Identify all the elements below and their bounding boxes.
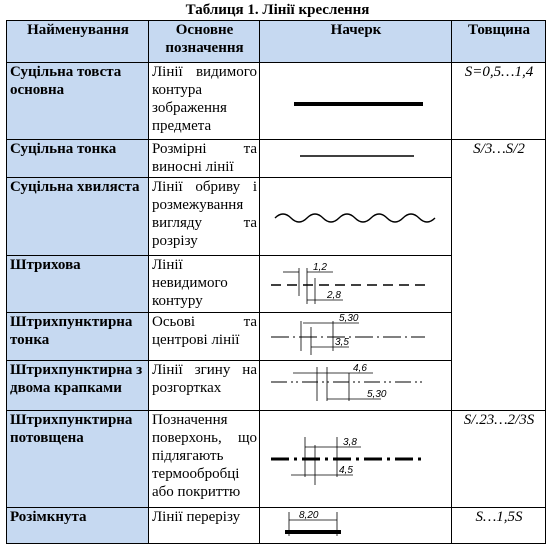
sample-open: 8,20	[259, 507, 452, 544]
sample-dashdot-thin: 5,30 3,5	[259, 312, 452, 361]
thickness-thickened: S/.23…2/3S	[451, 410, 546, 508]
row-name: Суцільна товста основна	[6, 62, 149, 140]
thickness-main: S=0,5…1,4	[451, 62, 546, 140]
dim-label: 1,2	[313, 262, 327, 273]
table-row: Штрихпунктирна тонка Осьові та центрові …	[6, 312, 546, 361]
open-line-drawing: 8,20	[285, 510, 341, 536]
header-name: Найменування	[6, 20, 149, 63]
dim-label: 3,8	[343, 437, 357, 448]
row-purpose: Лінії згину на розгортках	[148, 360, 260, 411]
sample-dashdot-thick: 3,8 4,5	[259, 410, 452, 508]
thickness-open: S…1,5S	[451, 507, 546, 544]
sample-solid-thick	[259, 62, 452, 140]
row-name: Штрихпунктирна з двома крапками	[6, 360, 149, 411]
table-row: Суцільна товста основна Лінії видимого к…	[6, 62, 546, 140]
thickness-thin: S/3…S/2	[451, 139, 546, 411]
row-name: Штрихова	[6, 255, 149, 313]
table-title: Таблиця 1. Лінії креслення	[185, 2, 370, 18]
dim-label: 5,30	[367, 389, 387, 400]
sample-dashdot-twodots: 4,6 5,30	[259, 360, 452, 411]
table-row: Штрихпунктирна потовщена Позначення пове…	[6, 410, 546, 508]
row-purpose: Осьові та центрові лінії	[148, 312, 260, 361]
row-purpose: Лінії видимого контура зображення предме…	[148, 62, 260, 140]
wavy-line-drawing	[274, 213, 436, 223]
dim-label: 2,8	[326, 290, 341, 301]
header-sample: Начерк	[259, 20, 452, 63]
dim-label: 8,20	[299, 510, 319, 521]
row-name: Штрихпунктирна потовщена	[6, 410, 149, 508]
header-row: Найменування Основне позначення Начерк Т…	[6, 20, 546, 63]
solid-thick-line-drawing	[294, 102, 423, 106]
row-name: Розімкнута	[6, 507, 149, 544]
row-purpose: Лінії обриву і розмежування вигляду та р…	[148, 177, 260, 256]
solid-thin-line-drawing	[300, 155, 414, 157]
sample-wavy	[259, 177, 452, 256]
dim-label: 3,5	[335, 337, 349, 348]
table-row: Суцільна тонка Розмірні та виносні лінії…	[6, 139, 546, 411]
dim-label: 5,30	[339, 313, 359, 324]
sample-dashed: 1,2 2,8	[259, 255, 452, 313]
row-name: Штрихпунктирна тонка	[6, 312, 149, 361]
row-purpose: Лінії невидимого контуру	[148, 255, 260, 313]
row-purpose: Позначення поверхонь, що підлягають терм…	[148, 410, 260, 508]
lines-table: Найменування Основне позначення Начерк Т…	[6, 20, 546, 544]
row-purpose: Розмірні та виносні лінії	[148, 139, 260, 178]
header-purpose: Основне позначення	[148, 20, 260, 63]
row-name: Суцільна тонка	[6, 139, 149, 178]
dim-label: 4,6	[353, 363, 367, 374]
dim-label: 4,5	[339, 465, 353, 476]
row-purpose: Лінії перерізу	[148, 507, 260, 544]
table-row: Штрихпунктирна з двома крапками Лінії зг…	[6, 360, 546, 411]
table-row: Розімкнута Лінії перерізу 8,20 S…1,5S	[6, 507, 546, 544]
dashed-line-drawing: 1,2 2,8	[271, 262, 425, 304]
table-row: Штрихова Лінії невидимого контуру 1,2 2,…	[6, 255, 546, 313]
sample-solid-thin	[259, 139, 452, 178]
header-thickness: Товщина	[451, 20, 546, 63]
row-name: Суцільна хвиляста	[6, 177, 149, 256]
dashdot-twodots-line-drawing: 4,6 5,30	[271, 363, 425, 401]
dashdot-thick-line-drawing: 3,8 4,5	[271, 437, 425, 485]
dashdot-thin-line-drawing: 5,30 3,5	[271, 313, 425, 355]
